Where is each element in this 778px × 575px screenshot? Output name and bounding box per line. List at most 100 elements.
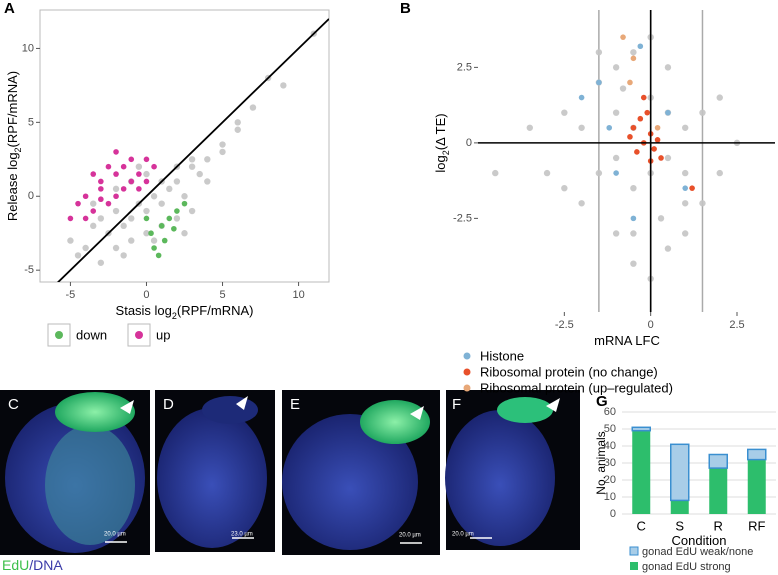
bar-segment (709, 468, 728, 514)
point (143, 230, 150, 237)
point (630, 260, 637, 267)
point (249, 104, 257, 111)
axis-label-part: mRNA LFC (594, 333, 660, 348)
point (90, 200, 97, 207)
image-label: E (290, 396, 300, 413)
point (595, 49, 603, 56)
y-tick-label: 5 (28, 116, 34, 128)
point (630, 215, 637, 222)
point (620, 34, 626, 40)
point (158, 223, 165, 229)
point (654, 124, 661, 131)
x-tick-label: RF (748, 518, 765, 533)
point (634, 149, 640, 155)
point (578, 94, 585, 101)
point (578, 200, 585, 207)
point (74, 252, 82, 259)
point (112, 244, 120, 252)
point (196, 170, 203, 178)
point (112, 207, 120, 215)
point (630, 49, 637, 56)
legend-key (630, 562, 638, 570)
point (90, 171, 97, 177)
caption-edu: EdU (2, 557, 29, 573)
point (699, 200, 706, 207)
point (630, 55, 637, 62)
point (67, 237, 74, 244)
image-label: C (8, 396, 19, 413)
point (143, 178, 150, 185)
legend-label: up (156, 327, 170, 342)
point (627, 134, 633, 140)
x-tick-label: 2.5 (729, 319, 744, 331)
point (82, 244, 89, 252)
image-caption: EdU/DNA (2, 557, 63, 573)
point (234, 126, 241, 133)
point (128, 237, 135, 244)
axis-label-part: 2 (441, 150, 451, 155)
y-tick-label: 10 (22, 42, 34, 54)
legend-label: Ribosomal protein (up–regulated) (480, 380, 673, 395)
point (181, 193, 188, 200)
panel-label: A (4, 0, 15, 17)
axis-label-part: log (433, 155, 448, 172)
point (150, 237, 158, 244)
point (113, 171, 119, 177)
y-tick-label: -5 (24, 264, 34, 276)
point (682, 124, 689, 131)
point (561, 184, 568, 192)
scale-bar-label: 20.0 µm (399, 533, 421, 539)
y-tick-label: 10 (604, 491, 616, 503)
point (664, 154, 672, 162)
point (651, 146, 657, 152)
point (630, 124, 637, 131)
point (596, 79, 602, 86)
x-tick-label: C (637, 518, 646, 533)
axis-label-part: No. animals (594, 431, 608, 494)
point (640, 94, 647, 101)
x-tick-label: 0 (143, 289, 149, 301)
legend-label: Ribosomal protein (no change) (480, 364, 658, 379)
point (166, 185, 173, 193)
y-tick-label: 60 (604, 406, 616, 418)
point (136, 186, 142, 192)
point (148, 230, 154, 237)
legend-marker (135, 331, 143, 339)
point (657, 215, 665, 222)
point (181, 230, 188, 237)
legend-label: gonad EdU weak/none (642, 546, 753, 558)
point (98, 178, 104, 185)
legend-key (629, 546, 639, 556)
point (612, 230, 620, 237)
bar-segment (670, 443, 690, 502)
x-tick-label: 10 (292, 289, 304, 301)
point (219, 148, 226, 156)
point (654, 137, 661, 143)
point (151, 245, 157, 251)
point (135, 163, 143, 170)
x-axis-label: Condition (672, 533, 727, 548)
point (82, 215, 89, 222)
y-tick-label: 50 (604, 423, 616, 435)
point (561, 109, 568, 116)
plot-area (56, 18, 329, 282)
x-tick-label: R (714, 518, 723, 533)
point (699, 109, 706, 116)
legend-marker (463, 352, 471, 360)
point (105, 200, 112, 207)
axis-label-part: Release log (5, 152, 20, 221)
point (173, 215, 181, 222)
y-axis-label: log2(Δ TE) (433, 113, 451, 172)
point (143, 170, 150, 178)
point (128, 215, 135, 222)
x-tick-label: 5 (219, 289, 225, 301)
axis-label-part: 2 (172, 311, 177, 321)
x-tick-label: -2.5 (555, 319, 574, 331)
axis-label-part: (Δ TE) (433, 113, 448, 150)
point (75, 200, 81, 207)
point (188, 156, 196, 163)
micrographs (0, 390, 580, 555)
x-axis-label: mRNA LFC (594, 333, 660, 348)
point (612, 154, 620, 162)
axis-label-part: 2 (13, 147, 23, 152)
